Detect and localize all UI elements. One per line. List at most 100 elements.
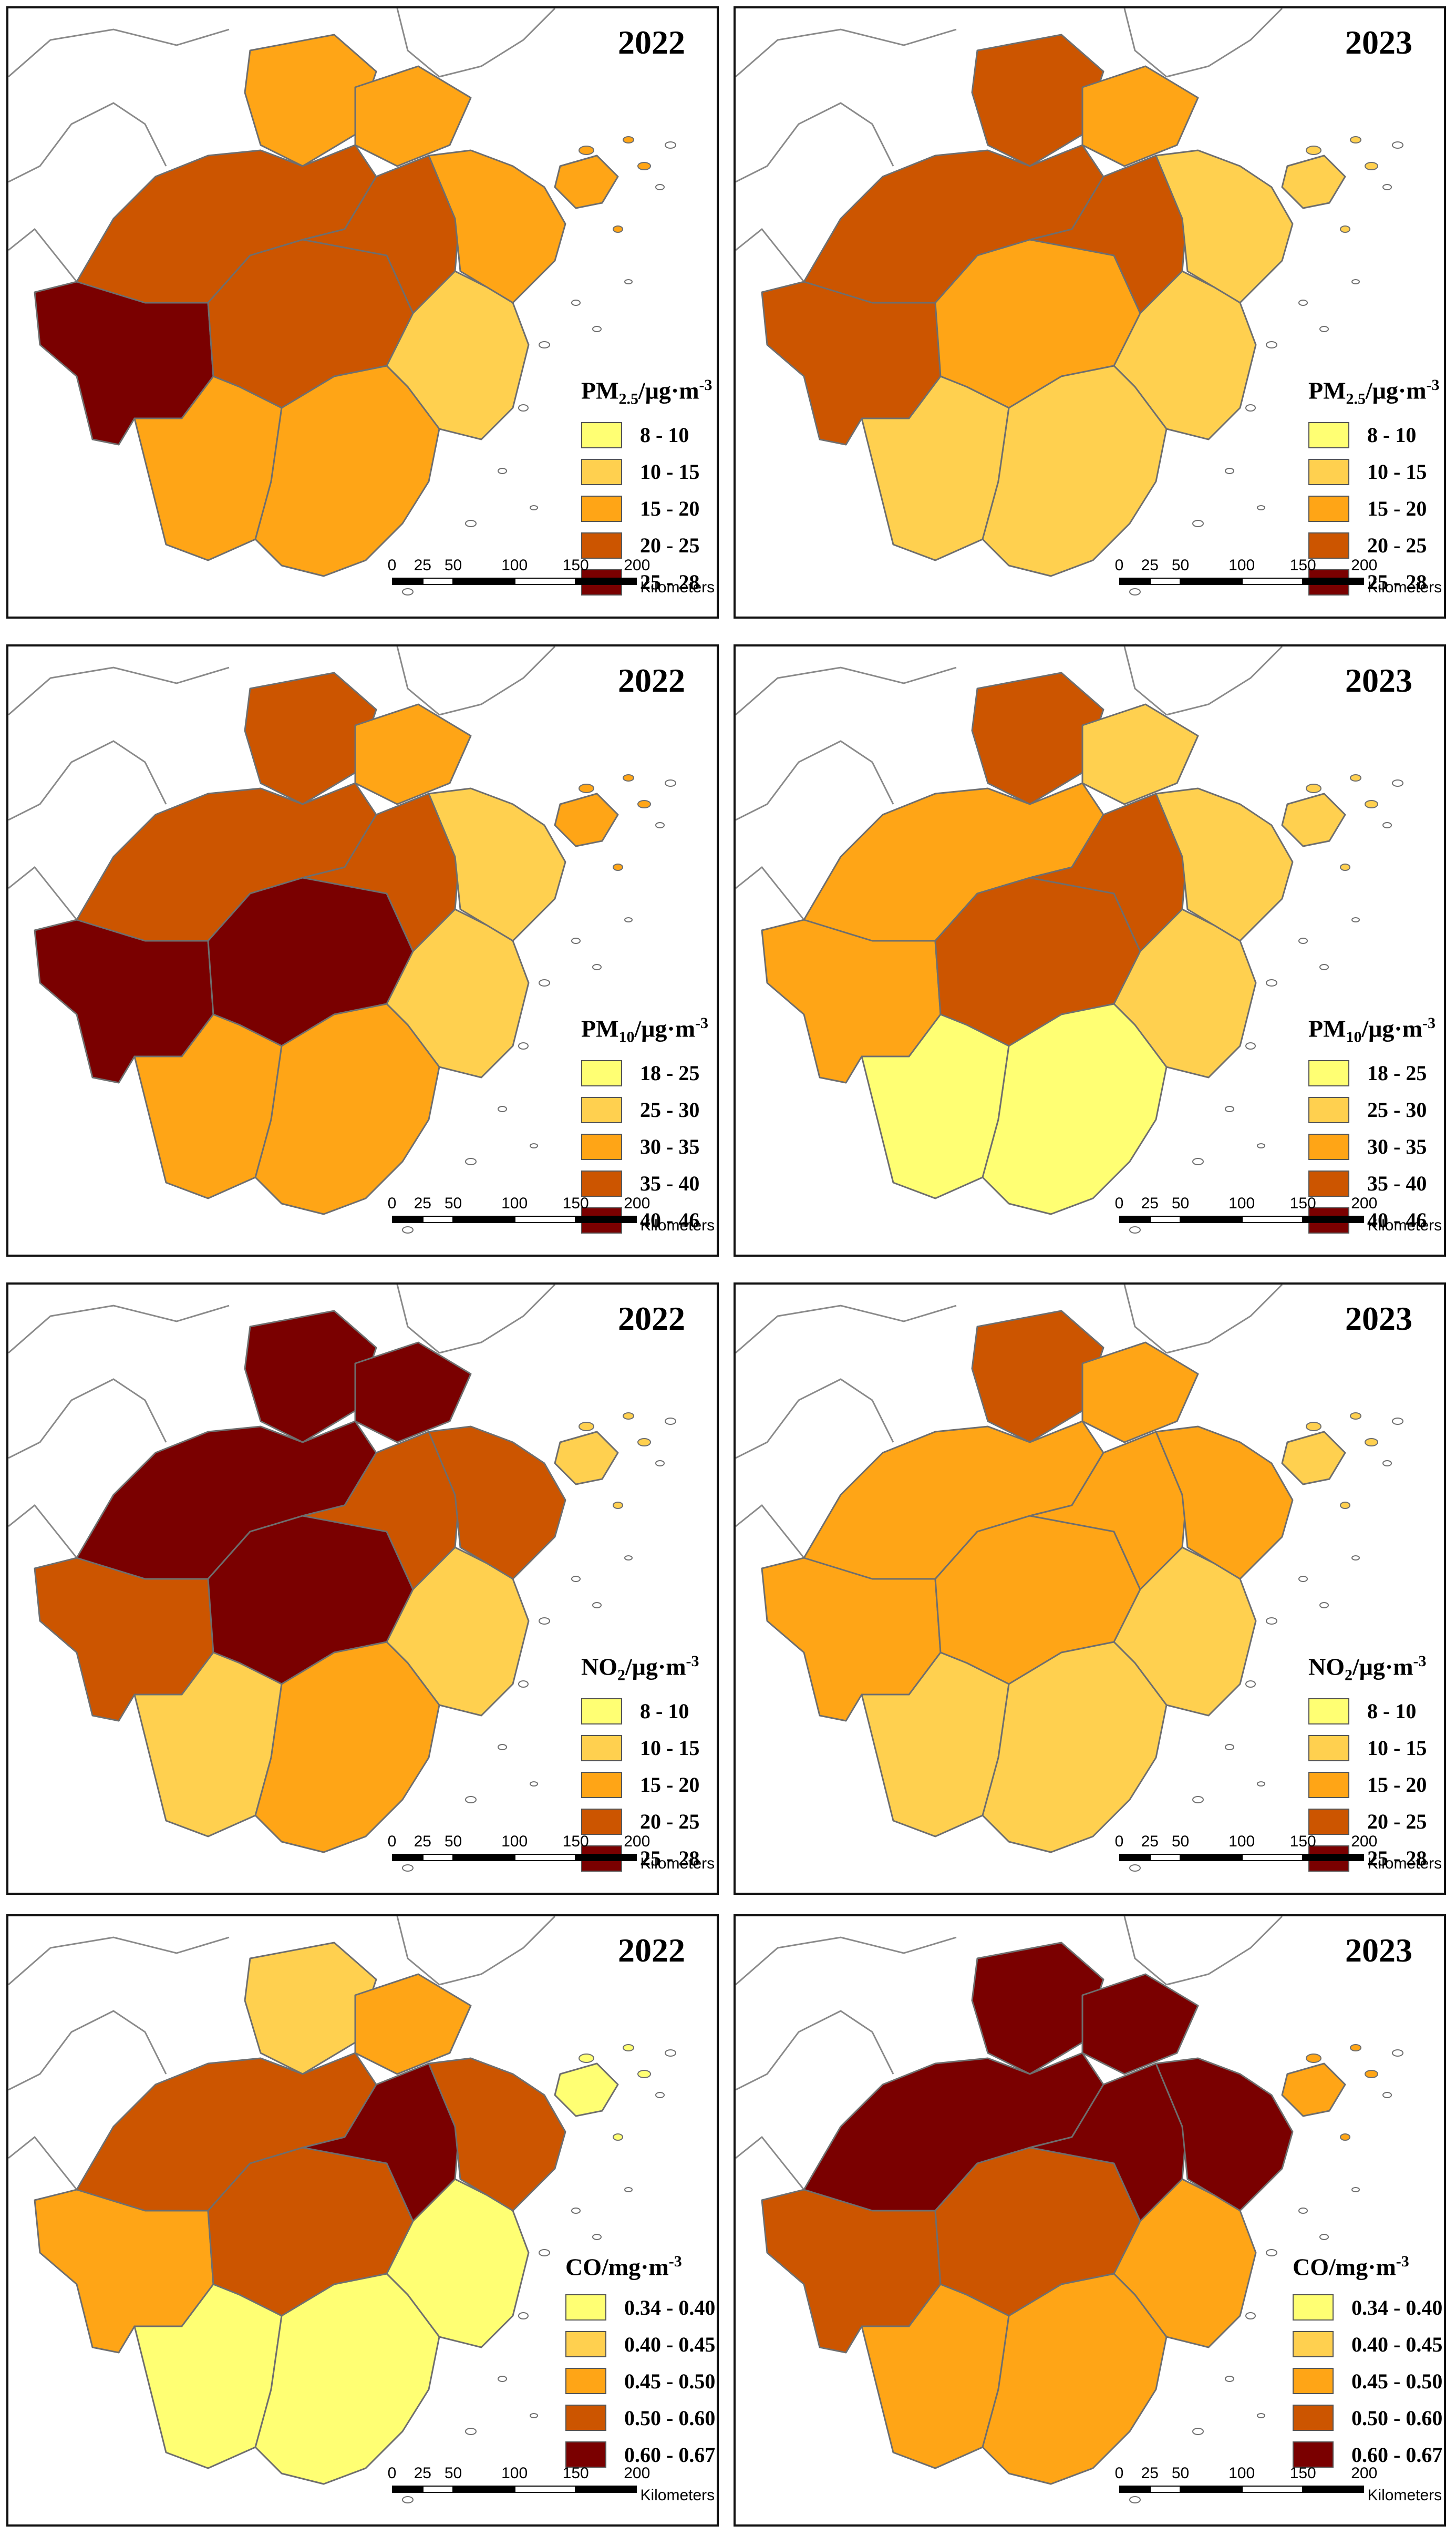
map-panel: 2022 PM2.5/μg·m-3 8 - 10 10 - 15 15 - 20 20 -… bbox=[6, 6, 719, 619]
legend-swatch bbox=[565, 2441, 606, 2468]
unit-exponent: -3 bbox=[699, 376, 712, 394]
scale-tick-label: 200 bbox=[1351, 1195, 1378, 1212]
region-jiaxing bbox=[354, 1341, 472, 1443]
neighbor-boundary bbox=[1123, 646, 1167, 716]
scale-bar: 0 25 50 100 150 200 Kilometers bbox=[1115, 1195, 1444, 1242]
scale-bar: 0 25 50 100 150 200 Kilometers bbox=[1115, 1833, 1444, 1880]
legend-swatch bbox=[565, 2405, 606, 2431]
island bbox=[1129, 1864, 1141, 1872]
legend-range: 15 - 20 bbox=[1367, 1773, 1427, 1797]
scale-units-label: Kilometers bbox=[640, 1217, 715, 1234]
neighbor-boundary bbox=[8, 740, 167, 821]
island bbox=[1365, 2070, 1378, 2078]
scale-tick-label: 200 bbox=[1351, 557, 1378, 574]
scale-bar-segment bbox=[1242, 2486, 1303, 2493]
legend-range: 25 - 28 bbox=[1367, 570, 1427, 594]
island bbox=[1192, 1158, 1204, 1165]
legend-swatch bbox=[1308, 422, 1349, 448]
island bbox=[1365, 162, 1378, 170]
island bbox=[402, 588, 414, 596]
scale-bar-segment bbox=[575, 1854, 637, 1861]
region-jiaxing bbox=[1081, 65, 1199, 167]
neighbor-boundary bbox=[396, 8, 440, 78]
region-huzhou bbox=[971, 672, 1104, 805]
region-jiaxing bbox=[1081, 1341, 1199, 1443]
map-panel: 2023 PM10/μg·m-3 18 - 25 25 - 30 30 - 35 35 -… bbox=[734, 644, 1446, 1257]
province-map bbox=[736, 646, 1403, 1234]
legend-item: 8 - 10 bbox=[581, 1696, 699, 1727]
legend-swatch bbox=[1308, 1808, 1349, 1835]
scale-bar-segment bbox=[575, 2486, 637, 2493]
island bbox=[518, 1680, 529, 1688]
legend-item: 15 - 20 bbox=[581, 494, 712, 524]
island bbox=[613, 2133, 623, 2141]
scale-tick-label: 150 bbox=[562, 2465, 589, 2482]
island bbox=[518, 2312, 529, 2319]
island bbox=[1192, 1796, 1204, 1803]
region-huzhou bbox=[244, 672, 377, 805]
legend-item: 15 - 20 bbox=[581, 1770, 699, 1800]
scale-bar-segment bbox=[1150, 1216, 1181, 1223]
island bbox=[1245, 1042, 1256, 1050]
island bbox=[637, 1438, 651, 1446]
island bbox=[579, 784, 594, 793]
legend-swatch bbox=[1308, 1698, 1349, 1724]
legend-range: 0.60 - 0.67 bbox=[1351, 2442, 1443, 2467]
province-map bbox=[8, 646, 676, 1234]
neighbor-boundary bbox=[8, 2010, 167, 2091]
island bbox=[1266, 341, 1277, 348]
scale-tick-label: 50 bbox=[1171, 557, 1190, 574]
legend-item: 30 - 35 bbox=[1308, 1132, 1436, 1162]
legend-swatch bbox=[1308, 495, 1349, 522]
legend: PM10/μg·m-3 18 - 25 25 - 30 30 - 35 35 - 40 4… bbox=[581, 1014, 708, 1242]
legend-range: 40 - 46 bbox=[640, 1208, 700, 1233]
legend-item: 8 - 10 bbox=[1308, 1696, 1427, 1727]
legend-swatch bbox=[1308, 1734, 1349, 1761]
neighbor-boundary bbox=[736, 2010, 894, 2091]
region-jiaxing bbox=[354, 65, 472, 167]
island bbox=[1351, 2187, 1360, 2192]
island bbox=[1351, 917, 1360, 922]
scale-tick-label: 150 bbox=[1289, 1195, 1316, 1212]
neighbor-boundary bbox=[736, 666, 957, 716]
scale-tick-label: 150 bbox=[562, 557, 589, 574]
region-ningbo bbox=[1155, 2057, 1294, 2212]
scale-bar-segment bbox=[1242, 1854, 1303, 1861]
legend-swatch bbox=[581, 1771, 622, 1798]
scale-bar-segment bbox=[392, 1216, 423, 1223]
legend-swatch bbox=[1308, 1170, 1349, 1197]
legend-swatch bbox=[1293, 2441, 1334, 2468]
legend-item: 0.45 - 0.50 bbox=[565, 2366, 715, 2396]
map-panel: 2022 CO/mg·m-3 0.34 - 0.40 0.40 - 0.45 0.45 … bbox=[6, 1914, 719, 2527]
scale-bar-segment bbox=[514, 578, 576, 585]
legend-range: 10 - 15 bbox=[1367, 460, 1427, 484]
island bbox=[539, 341, 550, 348]
island bbox=[1365, 800, 1378, 808]
region-zhoushan bbox=[554, 2062, 619, 2117]
pollutant-subscript: 2.5 bbox=[1346, 390, 1366, 408]
neighbor-boundary bbox=[396, 1916, 440, 1986]
legend-range: 20 - 25 bbox=[640, 1810, 700, 1834]
island bbox=[665, 1418, 676, 1425]
province-map bbox=[8, 1285, 676, 1872]
map-panel: 2023 NO2/μg·m-3 8 - 10 10 - 15 15 - 20 20 - 2… bbox=[734, 1282, 1446, 1895]
year-label: 2023 bbox=[1345, 24, 1412, 61]
neighbor-boundary bbox=[439, 1916, 556, 1986]
legend-range: 20 - 25 bbox=[640, 533, 700, 558]
scale-units-label: Kilometers bbox=[640, 579, 715, 596]
island bbox=[1382, 2092, 1392, 2098]
scale-tick-label: 50 bbox=[1171, 1195, 1190, 1212]
scale-tick-label: 25 bbox=[414, 1195, 431, 1212]
legend-item: 20 - 25 bbox=[581, 1806, 699, 1837]
region-ningbo bbox=[1155, 149, 1294, 304]
island bbox=[624, 1555, 633, 1561]
legend-swatch bbox=[581, 1734, 622, 1761]
island bbox=[1266, 1617, 1277, 1625]
unit-exponent: -3 bbox=[1422, 1014, 1436, 1032]
island bbox=[1257, 1781, 1265, 1787]
scale-tick-label: 150 bbox=[1289, 2465, 1316, 2482]
legend-range: 8 - 10 bbox=[640, 1699, 689, 1723]
island bbox=[1245, 2312, 1256, 2319]
island bbox=[1306, 146, 1321, 155]
scale-tick-label: 0 bbox=[1114, 1833, 1124, 1850]
